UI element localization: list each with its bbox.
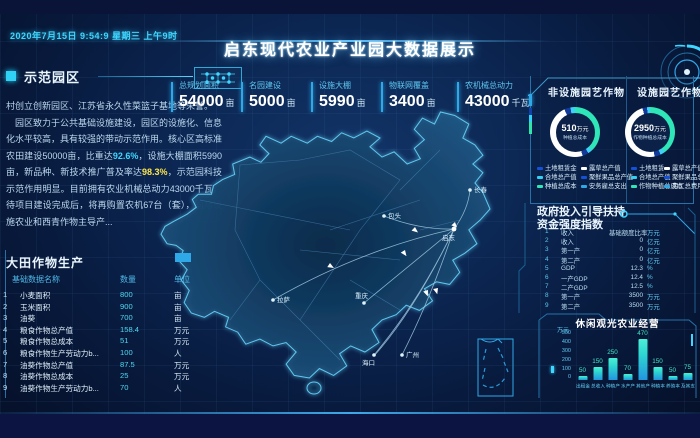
svg-text:海口: 海口 [362,358,375,367]
svg-text:重庆: 重庆 [355,291,369,300]
svg-text:包头: 包头 [388,211,402,220]
svg-text:启东: 启东 [442,233,456,242]
svg-text:长春: 长春 [474,185,488,194]
svg-text:广州: 广州 [406,350,419,359]
svg-text:拉萨: 拉萨 [277,295,291,304]
